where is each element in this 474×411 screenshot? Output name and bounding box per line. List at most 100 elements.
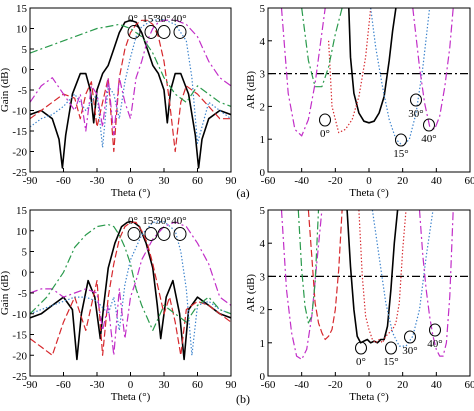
series-line-s30 <box>30 221 231 356</box>
series-line-s40 <box>280 8 326 137</box>
x-tick-label: -20 <box>328 379 343 391</box>
y-tick-label: -20 <box>12 147 27 159</box>
x-tick-label: 20 <box>397 379 409 391</box>
x-tick-label: -30 <box>90 175 105 187</box>
x-tick-label: 20 <box>397 175 409 187</box>
y-tick-label: 5 <box>260 205 266 217</box>
subfigure-label-a: (a) <box>236 186 249 200</box>
annotation-circle <box>319 113 331 127</box>
subfigure-label-b: (b) <box>236 392 250 406</box>
panel-a-ar-chart: -60 -40 -20 0 20 40 60 0 1 2 3 4 5 Theta (°) AR (dB) 0°… <box>245 3 474 199</box>
x-tick-label: -60 <box>261 379 276 391</box>
y-tick-label: 5 <box>260 3 266 15</box>
annotation-label: 15° <box>142 13 157 25</box>
annotation-circle <box>410 93 422 107</box>
x-tick-label: 60 <box>465 175 474 187</box>
annotation-label: 40° <box>171 13 186 25</box>
series-line-s0 <box>30 19 231 169</box>
y-tick-label: -20 <box>12 350 27 362</box>
annotation-circle <box>127 227 141 241</box>
y-tick-label: 0 <box>260 371 266 383</box>
panel-a-gain-chart: -90 -60 -30 0 30 60 90 -25 -20 -15 -10 -5 0 5 10 15 Thet… <box>0 3 237 199</box>
panel-b-gain-chart: -90 -60 -30 0 30 60 90 -25 -20 -15 -10 -5 0 5 10 15 Thet… <box>0 205 237 403</box>
annotation-label: 40° <box>421 133 436 145</box>
x-tick-label: -40 <box>294 379 309 391</box>
x-tick-label: -20 <box>328 175 343 187</box>
series-line-s40 <box>280 210 323 360</box>
x-tick-label: 60 <box>465 379 474 391</box>
x-axis-label: Theta (°) <box>349 187 389 199</box>
x-tick-label: 0 <box>128 379 134 391</box>
x-tick-label: -90 <box>23 175 38 187</box>
y-axis-label: AR (dB) <box>245 274 257 313</box>
series-line-s40 <box>30 19 231 136</box>
x-tick-label: 60 <box>192 175 204 187</box>
annotation-label: 40° <box>171 215 186 227</box>
annotation-label: 15° <box>393 148 408 160</box>
x-tick-label: 0 <box>128 175 134 187</box>
y-tick-label: 4 <box>260 36 266 48</box>
series-line-s15b <box>307 210 343 341</box>
annotation-circle <box>429 323 441 337</box>
series-line-s_extra <box>30 23 231 107</box>
y-tick-label: 10 <box>16 226 28 238</box>
series-line-s30 <box>371 210 434 347</box>
x-axis-label: Theta (°) <box>111 187 151 199</box>
y-tick-label: 1 <box>260 338 266 350</box>
y-tick-label: 1 <box>260 134 266 146</box>
annotation-label: 0° <box>128 215 138 227</box>
x-tick-label: 0 <box>366 175 372 187</box>
y-tick-label: 15 <box>16 205 28 217</box>
y-tick-label: 3 <box>260 271 266 283</box>
annotation-label: 0° <box>320 128 330 140</box>
series-line-s0 <box>30 220 231 361</box>
y-tick-label: -10 <box>12 309 27 321</box>
plot-frame <box>267 209 471 377</box>
annotation-label: 0° <box>128 13 138 25</box>
x-tick-label: -60 <box>261 175 276 187</box>
y-axis-label: AR (dB) <box>245 71 257 110</box>
y-tick-label: -15 <box>12 330 27 342</box>
x-tick-label: 40 <box>431 175 443 187</box>
annotation-circle <box>385 341 397 355</box>
annotation-circle <box>395 133 407 147</box>
annotation-circle <box>355 341 367 355</box>
annotation-circle <box>127 25 141 39</box>
y-tick-label: -25 <box>12 167 27 179</box>
annotation-label: 30° <box>155 215 170 227</box>
x-tick-label: -30 <box>90 379 105 391</box>
annotation-circle <box>144 227 158 241</box>
y-tick-label: 15 <box>16 3 28 15</box>
y-tick-label: 10 <box>16 24 28 36</box>
annotation-circle <box>157 227 171 241</box>
x-tick-label: -40 <box>294 175 309 187</box>
x-axis-label: Theta (°) <box>349 391 389 403</box>
series-line-s15 <box>30 19 231 153</box>
series-line-s_extra <box>301 8 343 88</box>
annotation-label: 40° <box>427 338 442 350</box>
x-axis-label: Theta (°) <box>111 391 151 403</box>
y-tick-label: 0 <box>22 65 28 77</box>
y-tick-label: -10 <box>12 106 27 118</box>
x-tick-label: -60 <box>56 175 71 187</box>
series-line-s0 <box>348 8 397 124</box>
series-line-s40b <box>412 8 454 130</box>
annotation-label: 0° <box>356 356 366 368</box>
annotation-circle <box>157 25 171 39</box>
panel-b-ar-chart: -60 -40 -20 0 20 40 60 0 1 2 3 4 5 Theta (°) AR (dB) 0°… <box>245 205 474 403</box>
y-tick-label: 4 <box>260 238 266 250</box>
annotation-circle <box>423 118 435 132</box>
annotation-circle <box>404 330 416 344</box>
series-line-s15 <box>30 221 231 356</box>
x-tick-label: 30 <box>159 379 171 391</box>
annotation-label: 15° <box>142 215 157 227</box>
y-tick-label: 0 <box>22 267 28 279</box>
series-line-s_extra <box>297 210 320 324</box>
annotation-circle <box>173 227 187 241</box>
x-tick-label: -90 <box>23 379 38 391</box>
series-line-s_extra <box>30 223 231 331</box>
x-tick-label: 40 <box>431 379 443 391</box>
x-tick-label: 90 <box>226 175 238 187</box>
plot-frame <box>267 7 471 173</box>
